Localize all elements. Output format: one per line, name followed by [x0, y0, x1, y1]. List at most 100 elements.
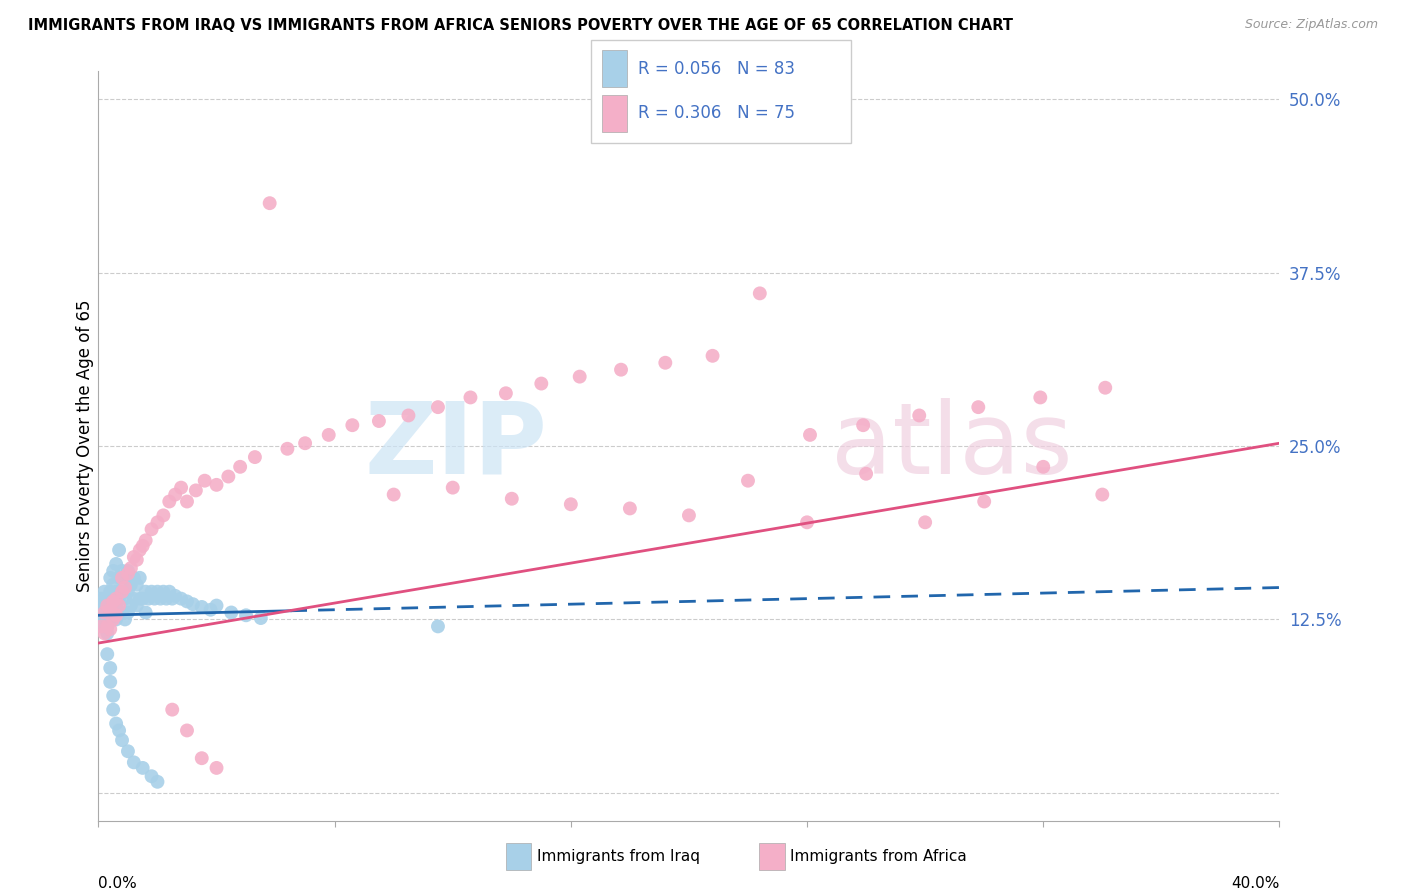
Point: [111, 606, 134, 620]
Point: [200, 603, 222, 617]
Point: [105, 557, 128, 571]
Point: [132, 539, 155, 553]
Point: [610, 362, 633, 376]
Point: [111, 584, 134, 599]
Point: [125, 578, 148, 592]
Point: [495, 386, 517, 401]
Point: [501, 491, 523, 506]
Point: [93, 606, 115, 620]
Text: ZIP: ZIP: [364, 398, 547, 494]
Point: [796, 516, 818, 530]
Point: [111, 564, 134, 578]
Point: [205, 478, 228, 492]
Point: [194, 474, 217, 488]
Point: [441, 481, 464, 495]
Point: [852, 418, 875, 433]
Point: [98, 612, 121, 626]
Point: [205, 599, 228, 613]
Point: [93, 626, 115, 640]
Point: [146, 774, 169, 789]
Point: [108, 723, 131, 738]
Point: [146, 516, 169, 530]
Point: [108, 543, 131, 558]
Point: [114, 612, 136, 626]
Point: [170, 481, 193, 495]
Point: [1032, 459, 1054, 474]
Point: [141, 769, 163, 783]
Point: [105, 591, 128, 606]
Point: [619, 501, 641, 516]
Point: [120, 578, 142, 592]
Point: [217, 469, 239, 483]
Point: [114, 591, 136, 606]
Point: [702, 349, 724, 363]
Point: [108, 606, 131, 620]
Point: [128, 571, 150, 585]
Point: [98, 661, 121, 675]
Point: [176, 723, 198, 738]
Point: [90, 619, 112, 633]
Point: [914, 516, 936, 530]
Point: [128, 543, 150, 558]
Point: [96, 599, 118, 613]
Point: [117, 566, 139, 581]
Point: [157, 494, 180, 508]
Point: [103, 591, 125, 606]
Point: [125, 553, 148, 567]
Point: [221, 606, 243, 620]
Point: [398, 409, 420, 423]
Text: Immigrants from Africa: Immigrants from Africa: [790, 849, 967, 863]
Point: [176, 594, 198, 608]
Point: [128, 591, 150, 606]
Point: [748, 286, 770, 301]
Point: [342, 418, 364, 433]
Point: [122, 549, 145, 564]
Point: [98, 603, 121, 617]
Point: [460, 391, 482, 405]
Point: [678, 508, 700, 523]
Point: [184, 483, 207, 498]
Point: [111, 733, 134, 747]
Point: [191, 751, 214, 765]
Point: [162, 703, 183, 717]
Point: [122, 756, 145, 770]
Point: [114, 571, 136, 585]
Point: [149, 591, 172, 606]
Point: [141, 584, 163, 599]
Point: [855, 467, 877, 481]
Point: [98, 606, 121, 620]
Point: [135, 606, 157, 620]
Text: R = 0.056   N = 83: R = 0.056 N = 83: [638, 60, 796, 78]
Point: [318, 428, 340, 442]
Text: atlas: atlas: [831, 398, 1073, 494]
Point: [96, 647, 118, 661]
Point: [98, 571, 121, 585]
Point: [96, 626, 118, 640]
Point: [103, 564, 125, 578]
Point: [1029, 391, 1052, 405]
Point: [96, 619, 118, 633]
Point: [908, 409, 931, 423]
Point: [132, 591, 155, 606]
Point: [96, 599, 118, 613]
Point: [157, 584, 180, 599]
Point: [138, 591, 160, 606]
Point: [152, 584, 174, 599]
Point: [96, 606, 118, 620]
Point: [737, 474, 759, 488]
Text: 0.0%: 0.0%: [98, 876, 138, 891]
Point: [93, 584, 115, 599]
Point: [122, 591, 145, 606]
Point: [103, 578, 125, 592]
Point: [152, 508, 174, 523]
Point: [973, 494, 995, 508]
Point: [93, 612, 115, 626]
Point: [132, 761, 155, 775]
Point: [181, 597, 204, 611]
Point: [135, 584, 157, 599]
Point: [799, 428, 821, 442]
Text: Immigrants from Iraq: Immigrants from Iraq: [537, 849, 700, 863]
Point: [294, 436, 316, 450]
Point: [205, 761, 228, 775]
Point: [93, 619, 115, 633]
